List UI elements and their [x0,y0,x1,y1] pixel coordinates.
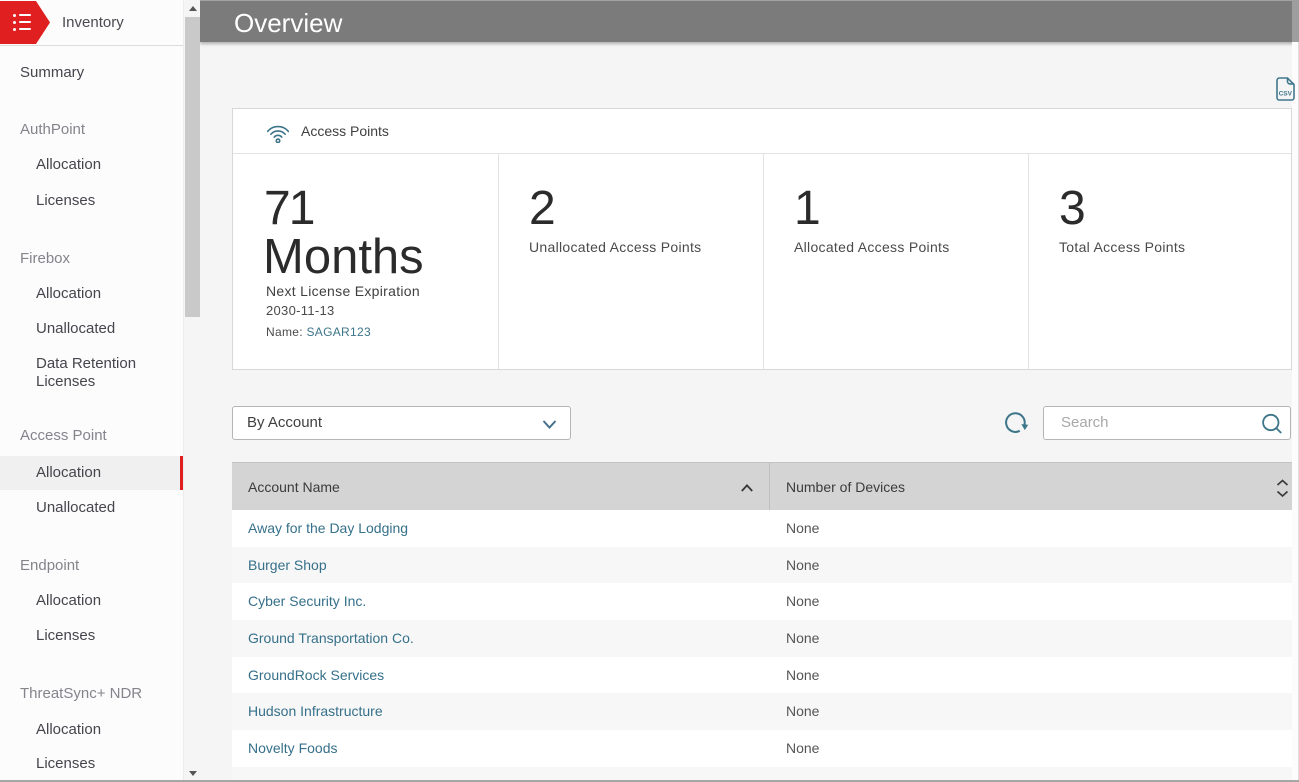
svg-text:CSV: CSV [1279,91,1293,98]
